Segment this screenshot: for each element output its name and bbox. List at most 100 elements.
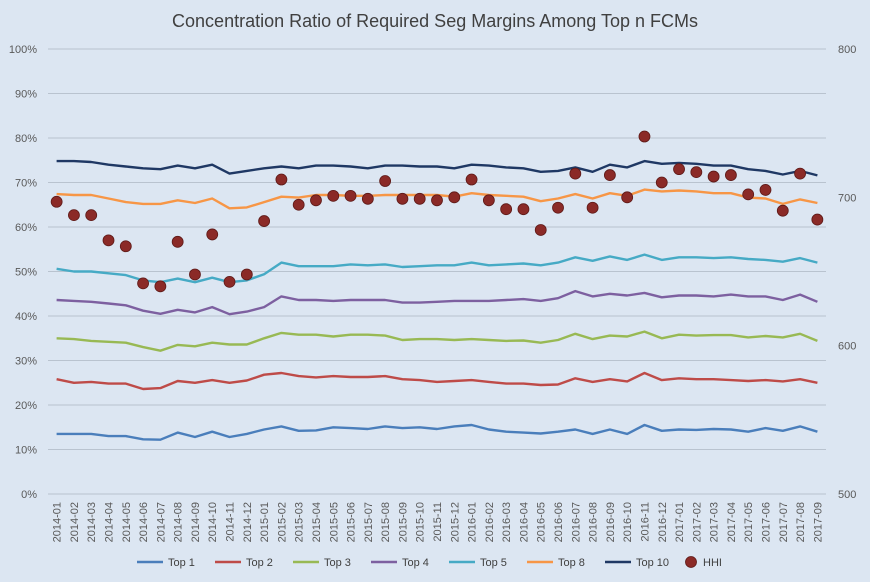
point-hhi — [206, 228, 219, 241]
legend: Top 1 Top 2 Top 3 Top 4 Top 5 Top 8 Top 10 HHI — [137, 556, 722, 569]
x-tick-label: 2017-01 — [674, 502, 686, 542]
point-hhi — [189, 268, 201, 281]
point-hhi — [431, 194, 443, 207]
legend-item-top-2: Top 2 — [215, 557, 273, 569]
point-hhi — [275, 173, 288, 186]
x-tick-label: 2015-11 — [432, 502, 444, 542]
x-tick-label: 2017-02 — [691, 502, 703, 542]
x-tick-label: 2015-10 — [415, 502, 427, 542]
point-hhi — [621, 191, 634, 204]
point-hhi — [223, 275, 236, 288]
x-tick-label: 2014-06 — [138, 502, 150, 542]
right-tick-label: 500 — [838, 489, 856, 501]
point-hhi — [344, 189, 357, 202]
legend-label: Top 4 — [402, 557, 429, 569]
left-tick-label: 10% — [15, 445, 37, 457]
right-tick-label: 600 — [838, 341, 856, 353]
legend-label: HHI — [703, 557, 722, 569]
point-hhi — [742, 188, 755, 201]
chart-title: Concentration Ratio of Required Seg Marg… — [172, 11, 698, 31]
legend-item-top-8: Top 8 — [527, 557, 585, 569]
left-tick-label: 80% — [15, 133, 37, 145]
point-hhi — [655, 176, 668, 189]
x-tick-label: 2015-01 — [259, 502, 271, 542]
line-top-1 — [56, 423, 818, 441]
point-hhi — [707, 170, 720, 183]
point-hhi — [327, 189, 340, 202]
x-tick-label: 2017-05 — [743, 502, 755, 542]
point-hhi — [465, 173, 478, 186]
right-tick-label: 700 — [838, 192, 856, 204]
x-tick-label: 2016-02 — [484, 502, 496, 542]
x-tick-label: 2014-05 — [121, 502, 133, 542]
x-tick-label: 2014-11 — [225, 502, 237, 542]
point-hhi — [603, 169, 616, 181]
x-tick-label: 2017-04 — [726, 502, 738, 542]
left-tick-label: 30% — [15, 356, 37, 368]
left-tick-label: 60% — [15, 222, 37, 234]
legend-label: Top 2 — [246, 557, 273, 569]
left-tick-label: 100% — [9, 44, 37, 56]
legend-label: Top 1 — [168, 557, 195, 569]
point-hhi — [569, 167, 582, 180]
x-tick-label: 2017-03 — [709, 502, 721, 542]
point-hhi — [154, 280, 167, 293]
line-top-10 — [56, 159, 818, 177]
left-axis: 0% 10% 20% 30% 40% 50% 60% 70% 80% 90% 100% — [9, 44, 37, 501]
point-hhi — [725, 169, 737, 181]
x-tick-label: 2016-12 — [657, 502, 669, 542]
point-hhi — [240, 268, 253, 281]
point-hhi — [638, 130, 651, 143]
x-tick-label: 2016-09 — [605, 502, 617, 542]
point-hhi — [759, 184, 772, 196]
x-tick-label: 2016-11 — [639, 502, 651, 542]
x-tick-label: 2015-02 — [276, 502, 288, 542]
x-tick-label: 2015-03 — [294, 502, 306, 542]
legend-item-top-4: Top 4 — [371, 557, 429, 569]
legend-label: Top 10 — [636, 557, 669, 569]
x-tick-label: 2015-04 — [311, 502, 323, 542]
point-hhi — [137, 277, 149, 290]
legend-item-hhi: HHI — [685, 556, 722, 569]
x-tick-label: 2015-09 — [397, 502, 409, 542]
x-tick-label: 2014-12 — [242, 502, 254, 542]
x-tick-label: 2017-06 — [760, 502, 772, 542]
point-hhi — [534, 224, 547, 236]
point-hhi — [586, 201, 599, 214]
point-hhi — [500, 203, 513, 216]
point-hhi — [448, 191, 461, 204]
point-hhi — [673, 163, 685, 176]
right-axis: 500 600 700 800 — [838, 44, 856, 501]
legend-label: Top 5 — [480, 557, 507, 569]
point-hhi — [85, 209, 98, 222]
point-hhi — [50, 195, 63, 208]
x-tick-label: 2015-06 — [346, 502, 358, 542]
legend-item-top-3: Top 3 — [293, 557, 351, 569]
x-tick-label: 2017-07 — [778, 502, 790, 542]
x-tick-label: 2014-04 — [104, 502, 116, 542]
x-tick-label: 2014-08 — [173, 502, 185, 542]
point-hhi — [310, 194, 322, 207]
x-tick-label: 2014-07 — [155, 502, 167, 542]
x-tick-label: 2016-06 — [553, 502, 565, 542]
left-tick-label: 50% — [15, 267, 37, 279]
point-hhi — [119, 240, 132, 253]
point-hhi — [776, 204, 789, 217]
point-hhi — [292, 198, 305, 211]
x-tick-label: 2017-08 — [795, 502, 807, 542]
point-hhi — [482, 194, 495, 207]
point-hhi — [690, 166, 703, 179]
line-top-3 — [56, 330, 818, 352]
left-tick-label: 0% — [21, 489, 37, 501]
x-tick-label: 2016-01 — [467, 502, 479, 542]
x-tick-label: 2016-07 — [570, 502, 582, 542]
point-hhi — [102, 234, 115, 247]
x-tick-label: 2015-08 — [380, 502, 392, 542]
x-tick-label: 2016-08 — [588, 502, 600, 542]
x-tick-label: 2016-10 — [622, 502, 634, 542]
x-tick-label: 2016-05 — [536, 502, 548, 542]
right-tick-label: 800 — [838, 44, 856, 56]
point-hhi — [171, 235, 184, 248]
point-hhi — [379, 175, 392, 187]
